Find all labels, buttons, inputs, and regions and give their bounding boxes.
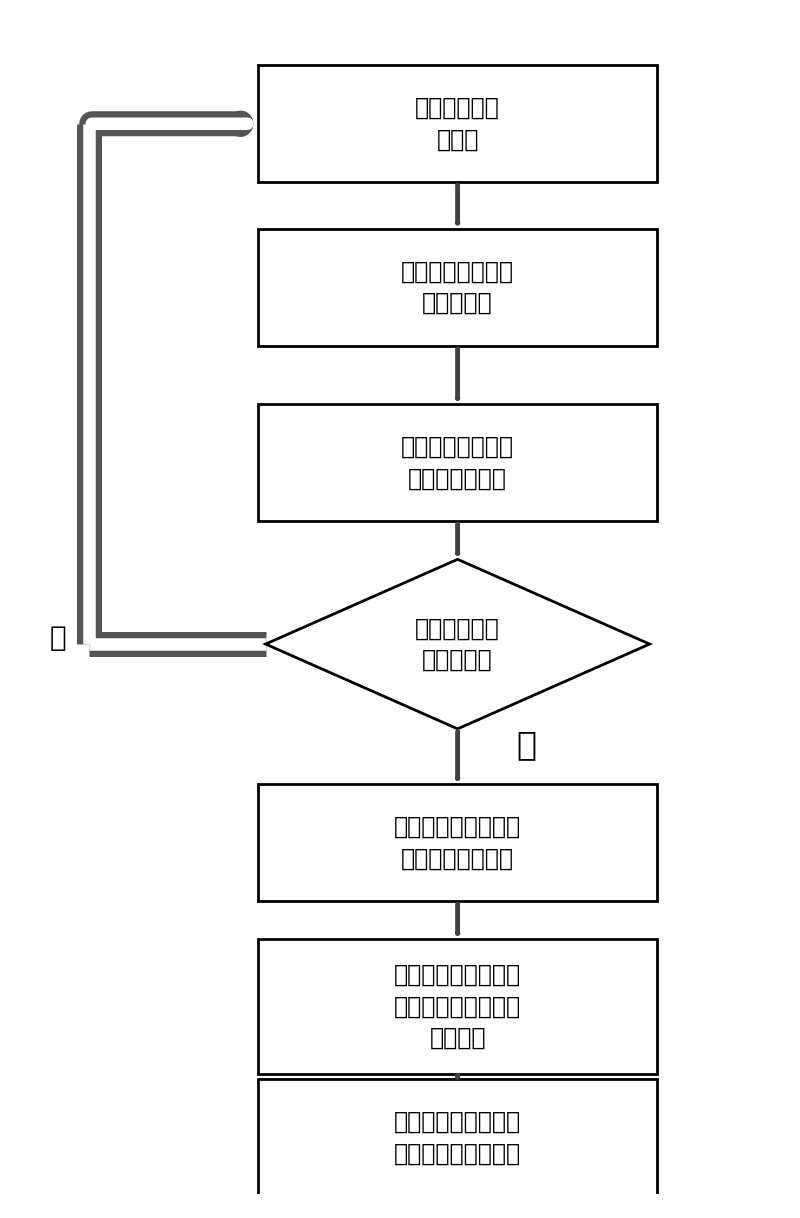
Bar [258,784,658,901]
Bar [258,66,658,183]
Polygon shape [266,559,650,728]
Bar [258,939,658,1074]
Bar [258,1079,658,1196]
Bar [258,404,658,521]
Text: 通过下跳峰两侧的曲
线拟合出参考曲线: 通过下跳峰两侧的曲 线拟合出参考曲线 [394,815,521,871]
Text: 调节激光器工
作温度: 调节激光器工 作温度 [415,96,500,151]
Text: 下跳峰在光电
流曲线中间: 下跳峰在光电 流曲线中间 [415,616,500,672]
Text: 将激光器偏置电流
从低加到高: 将激光器偏置电流 从低加到高 [401,259,514,315]
Text: 求出吸收峰曲线最高
点对应的偏置电流値: 求出吸收峰曲线最高 点对应的偏置电流値 [394,1110,521,1166]
Text: 否: 否 [50,625,66,652]
Text: 记录探测器端接收
到的光电流曲线: 记录探测器端接收 到的光电流曲线 [401,435,514,491]
Text: 参考曲线与光电流曲
线相比得到归一化吸
收峰曲线: 参考曲线与光电流曲 线相比得到归一化吸 收峰曲线 [394,963,521,1050]
Text: 是: 是 [517,728,537,761]
Bar [258,229,658,346]
